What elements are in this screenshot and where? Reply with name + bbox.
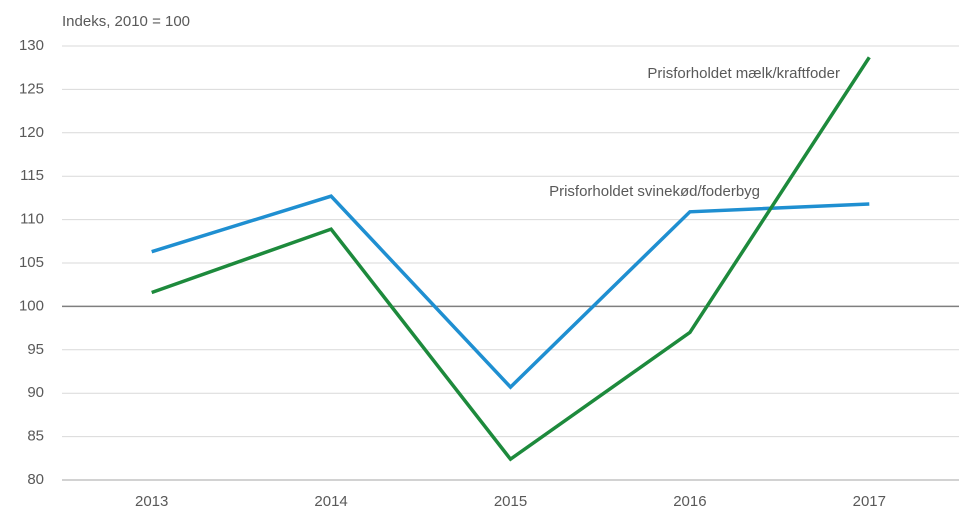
y-tick-label: 125 <box>19 80 44 97</box>
x-tick-label: 2016 <box>673 493 706 510</box>
x-tick-label: 2014 <box>314 493 347 510</box>
x-tick-label: 2017 <box>853 493 886 510</box>
y-tick-label: 110 <box>20 211 44 228</box>
x-tick-label: 2013 <box>135 493 168 510</box>
y-tick-label: 100 <box>19 297 44 314</box>
series-line <box>151 56 871 462</box>
series-label: Prisforholdet mælk/kraftfoder <box>647 65 840 82</box>
y-tick-label: 90 <box>27 384 44 401</box>
y-tick-label: 130 <box>19 37 44 54</box>
y-tick-label: 80 <box>27 471 44 488</box>
x-tick-label: 2015 <box>494 493 527 510</box>
y-tick-label: 105 <box>19 254 44 271</box>
series-label: Prisforholdet svinekød/foderbyg <box>549 183 760 200</box>
y-axis-label: Indeks, 2010 = 100 <box>62 13 190 30</box>
y-tick-label: 115 <box>20 167 44 184</box>
y-tick-label: 95 <box>27 341 44 358</box>
y-tick-label: 120 <box>19 124 44 141</box>
y-tick-label: 85 <box>27 428 44 445</box>
series-line <box>151 194 870 390</box>
